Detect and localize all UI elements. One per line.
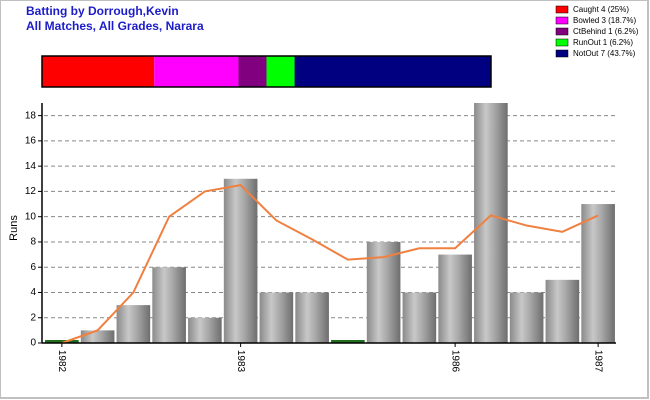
y-axis-label: Runs: [8, 215, 20, 241]
y-tick-label: 2: [30, 312, 36, 323]
bar: [116, 305, 151, 343]
y-tick-label: 10: [25, 211, 37, 222]
legend-swatch: [555, 5, 569, 14]
bar: [295, 292, 329, 343]
bar: [259, 292, 294, 343]
bar: [45, 340, 79, 343]
chart-title: Batting by Dorrough,Kevin: [26, 4, 179, 18]
average-line: [61, 184, 599, 344]
bar: [152, 267, 186, 343]
y-tick-label: 0: [30, 338, 36, 349]
dismissal-segment: [238, 56, 267, 87]
legend-swatch: [555, 27, 569, 36]
y-tick-label: 16: [25, 136, 37, 147]
legend-swatch: [555, 49, 569, 58]
y-tick-label: 12: [25, 186, 37, 197]
bar: [438, 254, 472, 343]
legend-label: CtBehind 1 (6.2%): [573, 27, 639, 36]
x-tick-label: 1982: [56, 350, 67, 373]
legend-label: Bowled 3 (18.7%): [573, 16, 636, 25]
y-tick-label: 18: [25, 110, 37, 121]
bar: [223, 178, 258, 343]
dismissal-segment: [42, 56, 155, 87]
bar: [331, 340, 365, 343]
legend-label: NotOut 7 (43.7%): [573, 49, 636, 58]
x-tick-label: 1987: [592, 350, 603, 373]
legend-swatch: [555, 16, 569, 25]
y-tick-label: 8: [30, 237, 36, 248]
dismissal-segment: [154, 56, 239, 87]
bar: [402, 292, 437, 343]
legend-swatch: [555, 38, 569, 47]
x-tick-label: 1986: [449, 350, 460, 373]
bar: [581, 204, 615, 343]
bar: [545, 279, 580, 343]
y-tick-label: 14: [25, 161, 37, 172]
y-tick-label: 4: [30, 287, 36, 298]
bar: [474, 103, 508, 343]
dismissal-segment: [266, 56, 295, 87]
legend-label: Caught 4 (25%): [573, 5, 629, 14]
x-tick-label: 1983: [235, 350, 246, 373]
y-tick-label: 6: [30, 262, 36, 273]
dismissal-frame: [41, 55, 492, 88]
dismissal-segment: [294, 56, 491, 87]
bar: [80, 330, 115, 343]
bar: [509, 292, 544, 343]
chart-subtitle: All Matches, All Grades, Narara: [26, 19, 204, 33]
bar: [188, 317, 222, 343]
legend-label: RunOut 1 (6.2%): [573, 38, 633, 47]
